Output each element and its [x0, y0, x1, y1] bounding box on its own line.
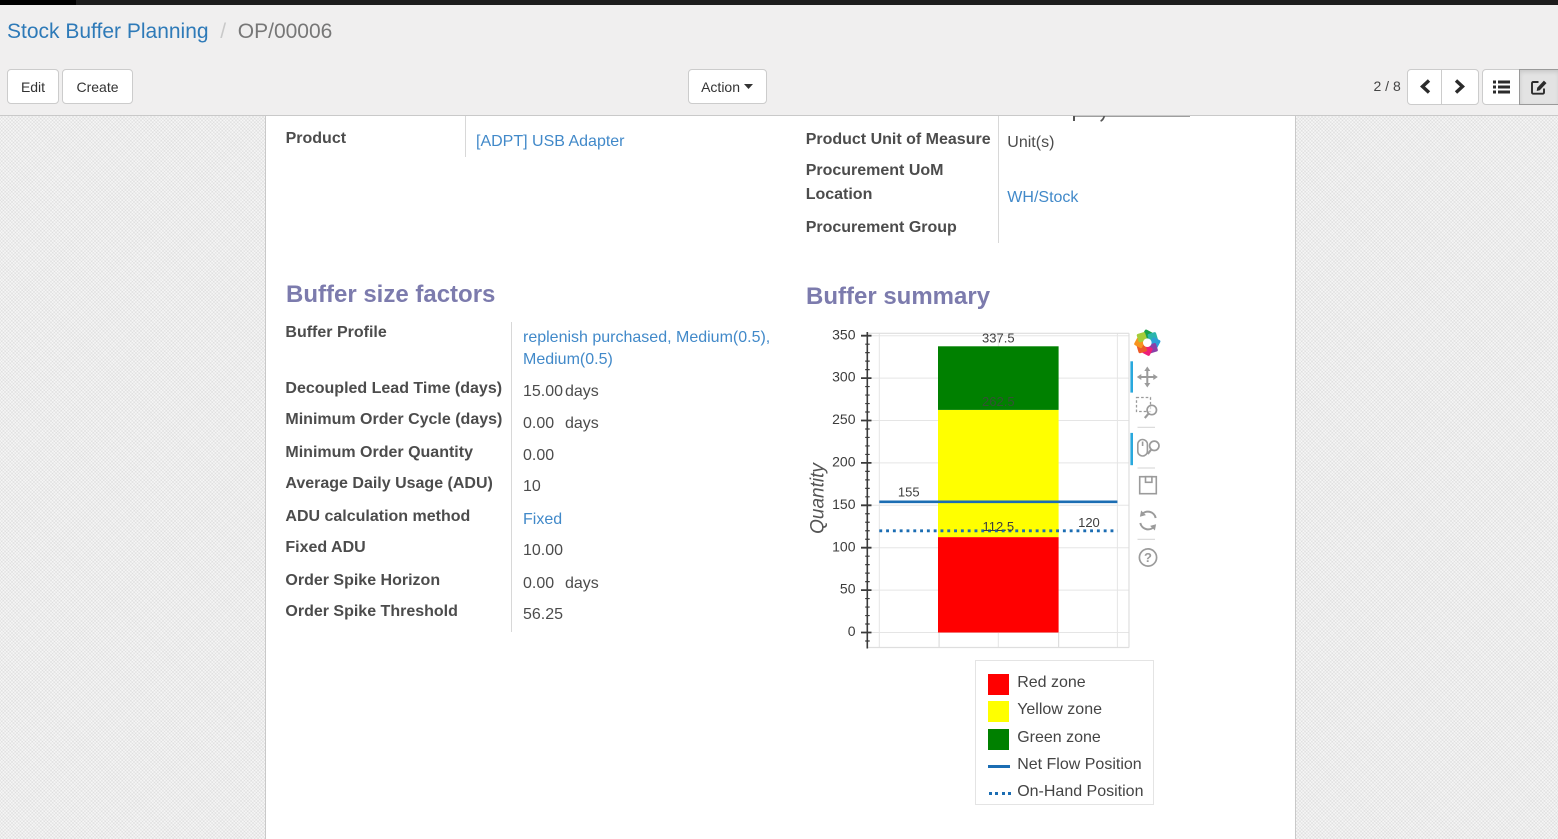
- svg-text:150: 150: [832, 496, 856, 512]
- svg-text:100: 100: [832, 538, 856, 554]
- svg-text:155: 155: [898, 485, 920, 500]
- svg-text:350: 350: [832, 326, 856, 342]
- svg-text:Quantity: Quantity: [808, 462, 829, 534]
- svg-text:262.5: 262.5: [982, 394, 1015, 409]
- svg-text:337.5: 337.5: [982, 330, 1015, 345]
- svg-text:200: 200: [832, 454, 856, 470]
- svg-text:300: 300: [832, 369, 856, 385]
- svg-text:120: 120: [1078, 515, 1100, 530]
- svg-text:250: 250: [832, 411, 856, 427]
- svg-text:0: 0: [848, 623, 856, 639]
- svg-text:50: 50: [840, 581, 856, 597]
- svg-text:112.5: 112.5: [983, 519, 1015, 534]
- svg-text:?: ?: [1144, 550, 1152, 565]
